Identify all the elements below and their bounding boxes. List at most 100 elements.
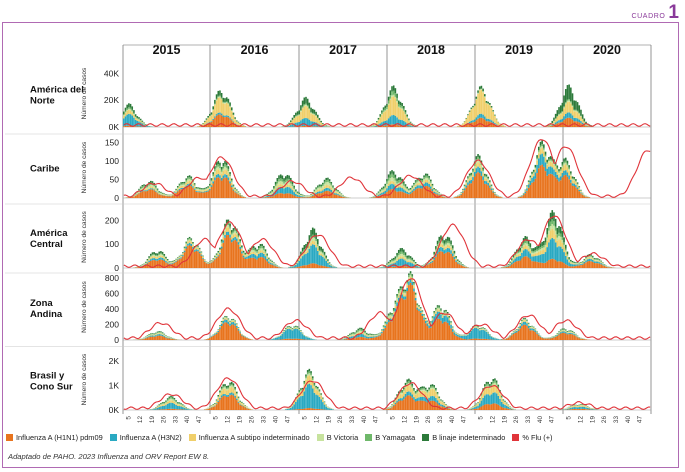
bar-segment <box>151 184 154 187</box>
bar-segment <box>171 260 174 262</box>
bar-segment <box>323 183 326 187</box>
bar-segment <box>242 335 245 337</box>
bar-segment <box>182 253 184 254</box>
bar-segment <box>300 266 302 268</box>
bar-segment <box>155 260 157 268</box>
bar-segment <box>387 263 390 265</box>
bar-segment <box>306 106 309 108</box>
bar-segment <box>546 159 549 163</box>
bar-segment <box>337 195 339 198</box>
bar-segment <box>517 256 520 261</box>
bar-segment <box>220 171 223 174</box>
bar-segment <box>583 125 586 127</box>
bar-segment <box>455 258 457 260</box>
bar-segment <box>436 311 439 319</box>
bar-segment <box>387 104 390 119</box>
bar-segment <box>220 322 223 323</box>
bar-segment <box>433 314 435 317</box>
bar-segment <box>406 291 408 340</box>
bar-segment <box>387 265 390 268</box>
bar-segment <box>573 266 575 268</box>
bar-segment <box>570 259 572 262</box>
bar-segment <box>320 255 322 266</box>
bar-segment <box>399 251 402 254</box>
bar-segment <box>480 330 483 339</box>
bar-segment <box>406 283 408 286</box>
bar-segment <box>188 236 191 239</box>
bar-segment <box>323 181 326 184</box>
bar-segment <box>544 157 547 163</box>
bar-segment <box>254 258 257 268</box>
bar-segment <box>391 173 393 178</box>
bar-segment <box>301 197 304 198</box>
bar-segment <box>386 106 388 110</box>
bar-segment <box>291 186 294 189</box>
bar-segment <box>124 112 127 114</box>
bar-segment <box>384 189 387 191</box>
bar-segment <box>131 111 134 113</box>
bar-segment <box>389 95 392 99</box>
bar-segment <box>403 254 405 258</box>
bar-segment <box>144 263 147 265</box>
bar-segment <box>440 243 442 247</box>
bar-segment <box>470 120 473 123</box>
bar-segment <box>512 257 515 259</box>
bar-segment <box>392 309 395 311</box>
bar-segment <box>426 326 429 340</box>
bar-segment <box>197 246 199 248</box>
bar-segment <box>384 265 387 266</box>
bar-segment <box>293 185 295 188</box>
bar-segment <box>313 113 316 115</box>
bar-segment <box>291 184 294 187</box>
bar-segment <box>585 125 587 127</box>
bar-segment <box>386 183 388 187</box>
bar-segment <box>480 171 483 176</box>
bar-segment <box>370 333 373 335</box>
bar-segment <box>413 288 415 292</box>
bar-segment <box>595 259 597 260</box>
bar-segment <box>126 125 128 127</box>
bar-segment <box>382 194 385 198</box>
bar-segment <box>391 86 393 92</box>
bar-segment <box>219 250 221 251</box>
bar-segment <box>531 254 533 257</box>
bar-segment <box>431 318 434 320</box>
bar-segment <box>327 261 329 263</box>
bar-segment <box>160 332 162 334</box>
bar-segment <box>490 184 493 186</box>
bar-segment <box>296 338 299 340</box>
bar-segment <box>563 116 565 121</box>
bar-segment <box>279 335 282 340</box>
bar-segment <box>392 259 395 261</box>
bar-segment <box>215 254 218 256</box>
bar-segment <box>394 174 397 178</box>
bar-segment <box>247 338 250 340</box>
bar-segment <box>404 189 407 191</box>
bar-segment <box>554 230 557 235</box>
bar-segment <box>355 337 358 340</box>
bar-segment <box>185 242 188 244</box>
bar-segment <box>478 173 481 198</box>
bar-segment <box>453 332 456 335</box>
bar-segment <box>480 329 483 331</box>
bar-segment <box>548 259 550 268</box>
bar-segment <box>337 194 339 196</box>
bar-segment <box>566 256 569 260</box>
bar-segment <box>534 169 537 173</box>
bar-segment <box>156 255 159 257</box>
bar-segment <box>236 193 238 198</box>
bar-segment <box>382 186 385 188</box>
bar-segment <box>139 192 142 198</box>
bar-segment <box>394 124 397 127</box>
bar-segment <box>527 187 530 198</box>
bar-segment <box>305 103 307 105</box>
bar-segment <box>222 242 225 268</box>
bar-segment <box>558 181 560 198</box>
bar-segment <box>158 334 161 336</box>
bar-segment <box>345 338 348 340</box>
bar-segment <box>399 191 402 198</box>
bar-segment <box>246 253 248 256</box>
bar-segment <box>451 328 454 330</box>
bar-segment <box>291 330 294 339</box>
bar-segment <box>298 329 301 330</box>
